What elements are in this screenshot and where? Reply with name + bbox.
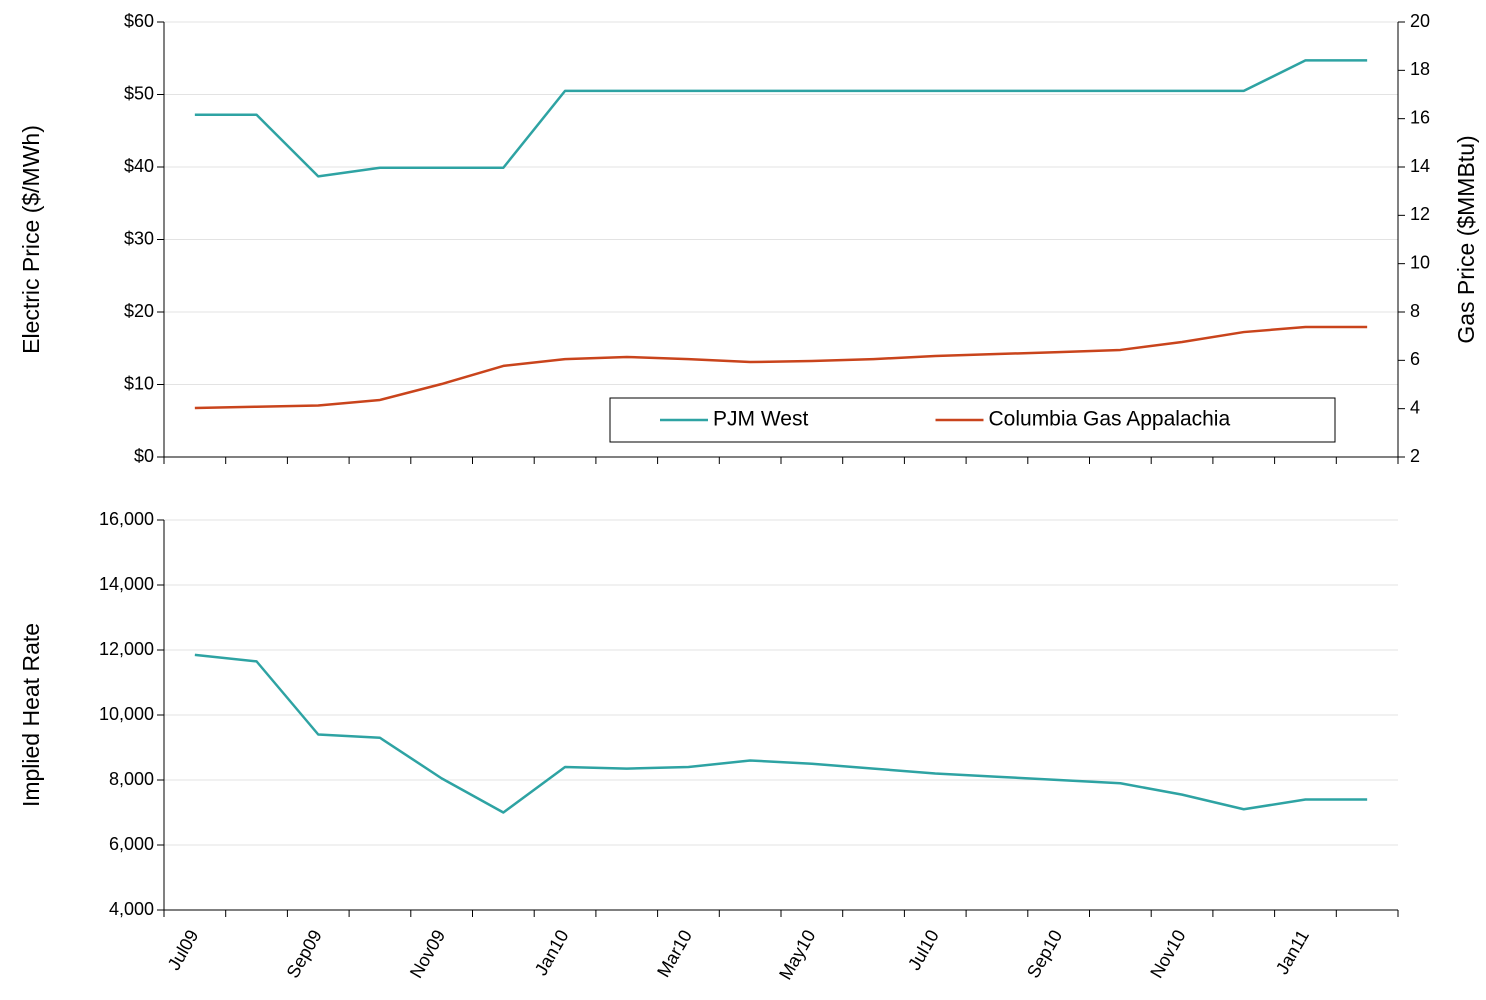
- series-line: [194, 653, 1368, 814]
- y2-tick-label: 2: [1410, 446, 1420, 466]
- x-tick-label: Sep09: [282, 926, 325, 981]
- y-tick-label: 10,000: [99, 704, 154, 724]
- y2-tick-label: 20: [1410, 11, 1430, 31]
- y2-tick-label: 10: [1410, 252, 1430, 272]
- y-tick-label: $40: [124, 156, 154, 176]
- series-line: [194, 325, 1368, 410]
- y-tick-label: $20: [124, 301, 154, 321]
- y-tick-label: $10: [124, 373, 154, 393]
- y-tick-label: 4,000: [109, 899, 154, 919]
- y2-tick-label: 12: [1410, 204, 1430, 224]
- x-tick-label: May10: [775, 926, 819, 983]
- x-tick-label: Jul10: [904, 926, 943, 973]
- x-tick-label: Nov09: [406, 926, 449, 981]
- x-tick-label: Jan10: [531, 926, 573, 978]
- y-tick-label: 14,000: [99, 574, 154, 594]
- y2-tick-label: 8: [1410, 301, 1420, 321]
- y-tick-label: $30: [124, 228, 154, 248]
- x-tick-label: Sep10: [1023, 926, 1066, 981]
- y-tick-label: $0: [134, 446, 154, 466]
- y-tick-label: 8,000: [109, 769, 154, 789]
- y-tick-label: $60: [124, 11, 154, 31]
- y-axis-title: Electric Price ($/MWh): [18, 125, 44, 354]
- y-tick-label: $50: [124, 83, 154, 103]
- x-tick-label: Mar10: [653, 926, 696, 980]
- legend-label: Columbia Gas Appalachia: [989, 408, 1231, 431]
- y2-tick-label: 16: [1410, 107, 1430, 127]
- y-tick-label: 16,000: [99, 509, 154, 529]
- x-tick-label: Nov10: [1146, 926, 1189, 981]
- y-tick-label: 12,000: [99, 639, 154, 659]
- x-tick-label: Jan11: [1272, 926, 1313, 977]
- x-tick-label: Jul09: [164, 926, 203, 973]
- y2-axis-title: Gas Price ($MMBtu): [1453, 135, 1479, 343]
- y-tick-label: 6,000: [109, 834, 154, 854]
- y2-tick-label: 6: [1410, 349, 1420, 369]
- series-line: [194, 59, 1368, 178]
- legend-label: PJM West: [713, 408, 808, 431]
- y2-tick-label: 14: [1410, 156, 1430, 176]
- y-axis-title: Implied Heat Rate: [18, 623, 44, 807]
- y2-tick-label: 4: [1410, 397, 1420, 417]
- y2-tick-label: 18: [1410, 59, 1430, 79]
